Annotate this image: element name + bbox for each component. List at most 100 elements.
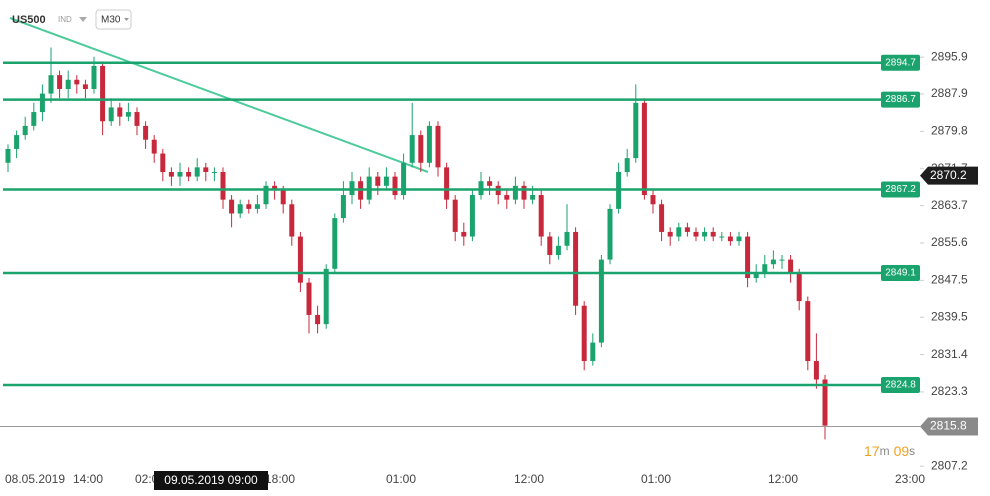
candle-body	[203, 167, 209, 172]
x-tick-label: 18:00	[265, 472, 295, 486]
candle-body	[770, 259, 776, 265]
candle-body	[813, 361, 819, 380]
candle-body	[211, 171, 217, 173]
candle-body	[753, 273, 759, 279]
candle-body	[461, 231, 467, 237]
candle-body	[125, 112, 131, 117]
candle-body	[487, 181, 493, 186]
interval[interactable]: M30	[101, 15, 121, 26]
candle-body	[246, 204, 252, 209]
countdown-minutes: 17	[864, 443, 880, 459]
y-tick-label: 2807.2	[931, 458, 968, 472]
y-tick-label: 2839.5	[931, 309, 968, 323]
candle-body	[151, 139, 157, 154]
candle-body	[349, 181, 355, 196]
candle-body	[650, 195, 656, 205]
countdown-seconds: 09	[894, 443, 910, 459]
candle-body	[581, 305, 587, 362]
level-label-box	[881, 264, 920, 281]
candle-body	[392, 176, 398, 196]
level-label-box	[881, 181, 920, 198]
candle-body	[14, 135, 20, 149]
trend-line	[9, 17, 429, 173]
candle-body	[143, 125, 149, 140]
candle-body	[134, 112, 140, 126]
candle-body	[727, 236, 733, 242]
y-tick-label: 2879.8	[931, 124, 968, 138]
candle-body	[667, 231, 673, 237]
x-tick-label: 01:00	[386, 472, 416, 486]
candle-body	[702, 231, 708, 237]
candle-body	[39, 93, 45, 113]
candle-body	[736, 236, 742, 242]
candle-body	[530, 195, 536, 200]
level-label: 2867.2	[885, 184, 916, 195]
candle-body	[624, 158, 630, 172]
candle-body	[745, 236, 751, 279]
candle-body	[177, 171, 183, 177]
countdown: 17m 09s	[864, 443, 915, 459]
candle-body	[220, 171, 226, 200]
candle-body	[452, 199, 458, 232]
candle-body	[435, 125, 441, 168]
candle-body	[383, 176, 389, 186]
crosshair-label: 09.05.2019 09:00	[164, 473, 258, 487]
candle-body	[108, 107, 114, 122]
candle-body	[237, 204, 243, 214]
candle-body	[194, 167, 200, 177]
candle-body	[822, 379, 828, 426]
dropdown-arrow[interactable]	[79, 17, 87, 22]
candle-body	[418, 135, 424, 163]
candle-body	[788, 259, 794, 274]
candle-body	[31, 112, 37, 126]
candle-body	[186, 171, 192, 177]
candle-body	[684, 227, 690, 232]
candle-body	[710, 231, 716, 237]
candle-body	[555, 245, 561, 255]
candle-body	[100, 65, 106, 122]
candle-body	[512, 185, 518, 200]
candle-body	[762, 264, 768, 274]
candle-body	[598, 259, 604, 343]
bid-label: 2815.8	[930, 419, 967, 433]
candle-body	[323, 268, 329, 325]
candle-body	[297, 236, 303, 283]
candle-body	[779, 259, 785, 261]
candle-body	[504, 195, 510, 200]
bid-label-box	[920, 417, 978, 436]
candle-body	[641, 102, 647, 196]
candle-body	[375, 176, 381, 186]
candle-body	[366, 176, 372, 200]
candle-body	[676, 227, 682, 237]
candle-body	[168, 171, 174, 177]
x-tick-label: 23:00	[895, 472, 925, 486]
candle-body	[607, 208, 613, 260]
candle-body	[5, 148, 11, 163]
candle-body	[91, 65, 97, 89]
candle-body	[74, 79, 80, 85]
level-label: 2886.7	[885, 94, 916, 105]
level-label: 2849.1	[885, 268, 916, 279]
candle-body	[315, 314, 321, 325]
candle-body	[289, 204, 295, 237]
candle-body	[160, 153, 166, 172]
market: IND	[58, 15, 72, 24]
candle-body	[332, 218, 338, 269]
countdown-minutes-unit: m	[880, 444, 890, 458]
x-tick-label: 12:00	[768, 472, 798, 486]
last-price-box	[920, 166, 978, 185]
level-label: 2894.7	[885, 57, 916, 68]
candle-body	[805, 301, 811, 362]
candle-body	[65, 79, 71, 89]
candle-body	[564, 231, 570, 246]
candle-body	[409, 135, 415, 163]
interval-arrow	[124, 18, 129, 21]
level-label-box	[881, 377, 920, 394]
x-tick-label: 12:00	[514, 472, 544, 486]
interval-box[interactable]	[95, 9, 132, 30]
symbol[interactable]: US500	[12, 14, 46, 26]
candle-body	[272, 185, 278, 191]
candle-body	[796, 273, 802, 302]
